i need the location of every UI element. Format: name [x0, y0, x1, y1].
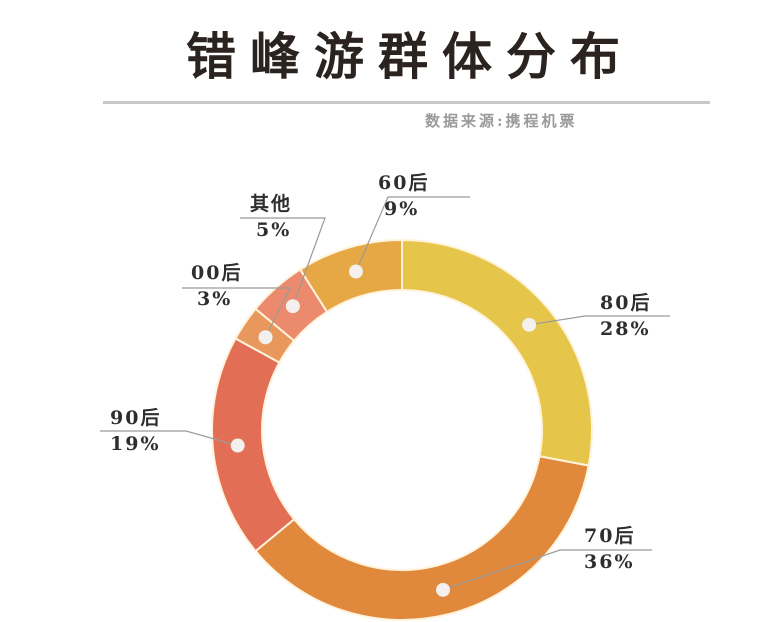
label-70s: 70后 36%: [584, 525, 636, 573]
label-90s: 90后 19%: [110, 407, 162, 455]
leader-line-其他: [240, 217, 326, 307]
title-divider: [103, 101, 710, 104]
label-other: 其他 5%: [250, 193, 293, 241]
data-source: 数据来源:携程机票: [425, 112, 578, 130]
label-00s: 00后 3%: [191, 262, 243, 310]
segment-dot-60后: [348, 264, 363, 279]
segment-dots: [230, 264, 537, 597]
segment-70后: [254, 455, 590, 621]
segment-dot-80后: [522, 317, 537, 332]
leader-line-00后: [182, 287, 291, 338]
segment-dot-90后: [230, 438, 245, 453]
leader-line-60后: [355, 196, 470, 272]
leader-line-80后: [529, 315, 670, 326]
label-60s: 60后 9%: [378, 172, 430, 220]
segment-90后: [211, 337, 296, 553]
chart-title: 错峰游群体分布: [186, 27, 634, 86]
label-80s: 80后 28%: [600, 292, 652, 340]
segment-dot-00后: [258, 330, 273, 345]
segment-dot-其他: [285, 299, 300, 314]
leader-line-70后: [442, 549, 652, 591]
leader-lines: [100, 196, 670, 591]
segment-dot-70后: [436, 582, 451, 597]
segment-80后: [401, 238, 593, 467]
donut-segments: [211, 238, 593, 621]
leader-line-90后: [100, 430, 238, 447]
